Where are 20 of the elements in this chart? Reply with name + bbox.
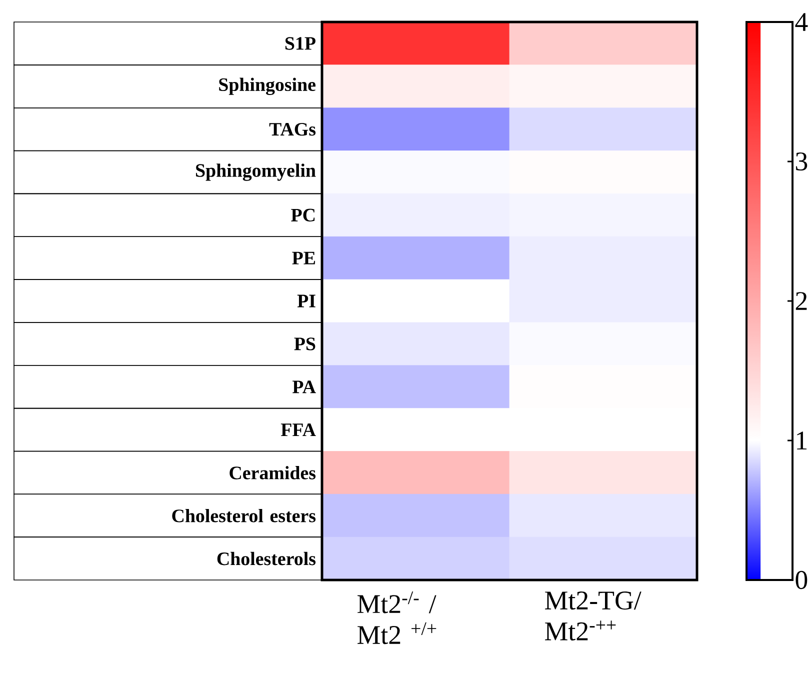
y-tick-label: PC: [291, 208, 315, 222]
y-tick-label: Sphingomyelin: [196, 164, 316, 181]
color-bar-label: 0: [796, 570, 808, 590]
y-tick-label: Cholesterols: [217, 552, 316, 566]
y-tick-label: FFA: [280, 424, 316, 436]
y-tick-label: Ceramides: [230, 466, 316, 480]
color-bar-label: 3: [796, 152, 808, 171]
color-bar-label: 4: [795, 13, 808, 31]
y-tick-label: Cholesterol esters: [172, 508, 316, 522]
x-tick-label: Mt2-TG/ Mt2$^{-++}$: [545, 592, 642, 640]
y-tick-label: PE: [292, 252, 316, 264]
y-tick-label: PA: [292, 380, 316, 394]
y-tick-label: PI: [297, 294, 316, 308]
color-bar-label: 2: [796, 292, 807, 310]
color-bar-label: 1: [797, 432, 807, 450]
x-tick-label: Mt2$^{-/-}$ / Mt2 $^{+/+}$: [358, 592, 436, 644]
y-tick-label: Sphingosine: [219, 78, 316, 96]
y-tick-label: PS: [294, 338, 316, 350]
y-tick-label: TAGs: [269, 122, 316, 136]
y-tick-label: S1P: [285, 37, 316, 50]
